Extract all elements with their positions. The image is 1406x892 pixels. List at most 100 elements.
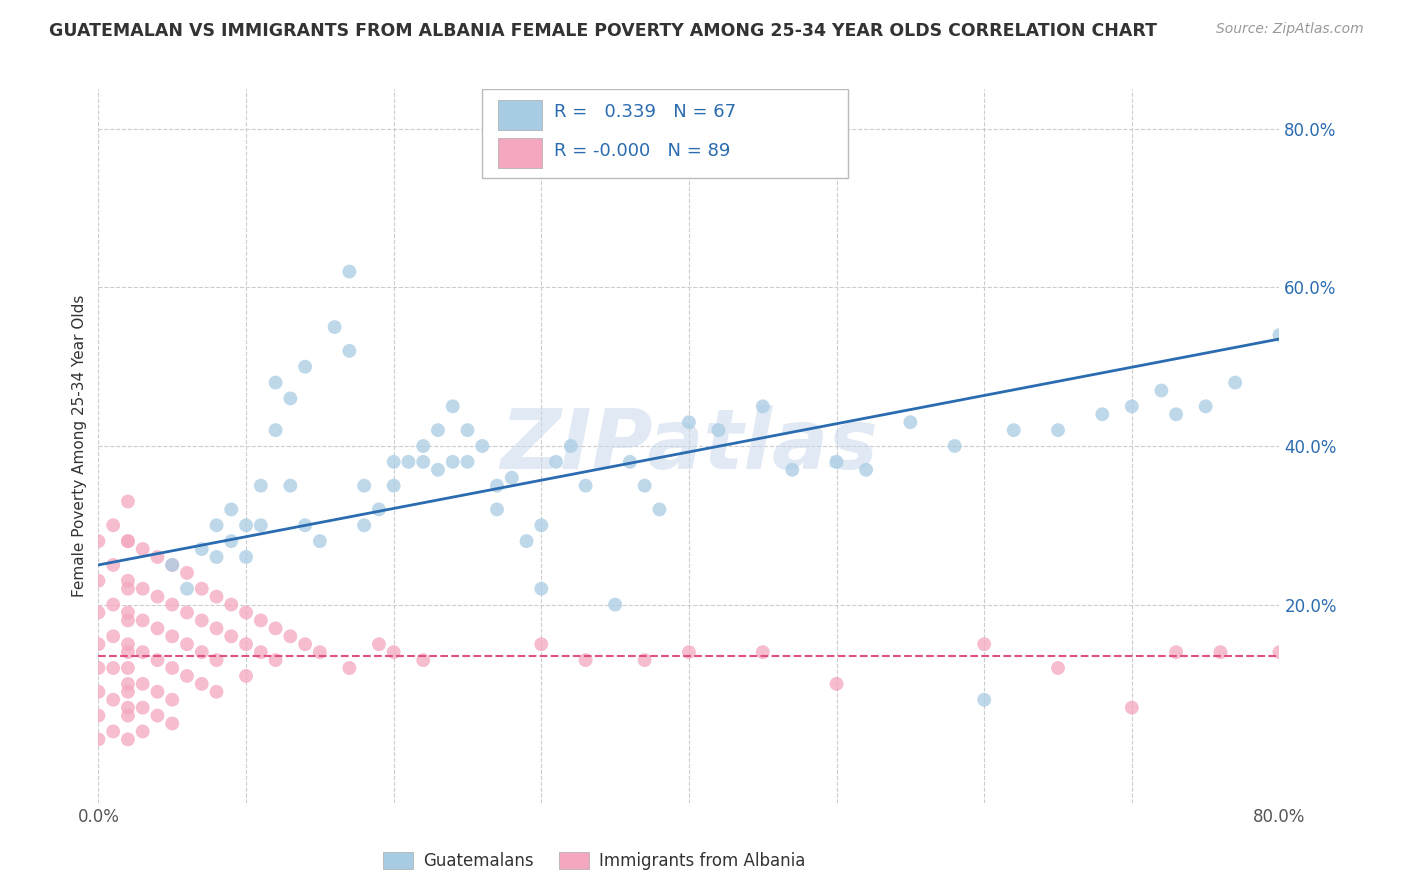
Point <box>205 685 228 699</box>
Point <box>1150 384 1173 398</box>
Point <box>396 455 419 469</box>
Point <box>412 653 434 667</box>
Point <box>146 621 169 635</box>
Point <box>87 708 110 723</box>
Point <box>176 637 198 651</box>
Point <box>117 534 139 549</box>
Point <box>87 606 110 620</box>
Point <box>441 400 464 414</box>
Point <box>162 661 183 675</box>
Point <box>191 614 214 628</box>
Point <box>146 653 169 667</box>
Point <box>162 558 183 572</box>
Point <box>264 376 287 390</box>
Point <box>176 566 198 580</box>
Point <box>309 534 332 549</box>
Point <box>176 582 198 596</box>
Point <box>162 558 183 572</box>
Point <box>146 549 169 564</box>
Point <box>117 574 139 588</box>
Point <box>368 502 391 516</box>
Point <box>191 542 214 557</box>
Point <box>1223 376 1246 390</box>
Point <box>146 685 169 699</box>
Point <box>486 502 509 516</box>
Point <box>117 494 139 508</box>
Point <box>162 598 183 612</box>
Point <box>103 518 125 533</box>
Point <box>191 645 214 659</box>
Point <box>87 685 110 699</box>
Point <box>132 542 155 557</box>
Point <box>205 518 228 533</box>
Point <box>707 423 730 437</box>
Point <box>235 606 257 620</box>
Point <box>456 423 478 437</box>
Point <box>191 582 214 596</box>
Point <box>309 645 332 659</box>
Point <box>1164 645 1187 659</box>
Point <box>337 661 360 675</box>
Point <box>678 645 700 659</box>
Point <box>132 614 155 628</box>
Point <box>1195 400 1218 414</box>
Point <box>1046 423 1069 437</box>
Point <box>486 478 509 492</box>
Point <box>132 700 155 714</box>
Point <box>530 582 553 596</box>
Point <box>678 415 700 429</box>
Point <box>1121 400 1143 414</box>
Point <box>825 455 848 469</box>
Point <box>176 669 198 683</box>
Point <box>855 463 877 477</box>
Text: ZIPatlas: ZIPatlas <box>501 406 877 486</box>
Point <box>633 478 655 492</box>
Point <box>782 463 804 477</box>
Point <box>278 392 302 406</box>
Point <box>1268 645 1291 659</box>
Point <box>162 716 183 731</box>
Point <box>117 645 139 659</box>
Point <box>235 669 257 683</box>
Point <box>1046 661 1069 675</box>
Point <box>427 463 450 477</box>
Point <box>382 455 405 469</box>
Point <box>530 637 553 651</box>
Text: R = -0.000   N = 89: R = -0.000 N = 89 <box>554 142 731 160</box>
Point <box>132 724 155 739</box>
Point <box>117 677 139 691</box>
Point <box>176 606 198 620</box>
Point <box>337 264 360 278</box>
Point <box>132 677 155 691</box>
Point <box>574 478 596 492</box>
Point <box>368 637 391 651</box>
Point <box>1091 407 1114 421</box>
Point <box>205 653 228 667</box>
Point <box>294 518 316 533</box>
Point <box>294 359 316 374</box>
Point <box>146 708 169 723</box>
Point <box>633 653 655 667</box>
Bar <box>498 100 543 129</box>
Point <box>427 423 450 437</box>
Point <box>973 692 995 706</box>
Text: R =   0.339   N = 67: R = 0.339 N = 67 <box>554 103 737 120</box>
Point <box>146 590 169 604</box>
Point <box>103 724 125 739</box>
Point <box>825 677 848 691</box>
Point <box>530 518 553 533</box>
Point <box>250 645 273 659</box>
Point <box>87 637 110 651</box>
Point <box>501 471 523 485</box>
Point <box>103 558 125 572</box>
Point <box>117 732 139 747</box>
Point <box>219 534 242 549</box>
Point <box>103 629 125 643</box>
Point <box>515 534 537 549</box>
Point <box>103 692 125 706</box>
Point <box>219 629 242 643</box>
Point <box>117 606 139 620</box>
Point <box>132 645 155 659</box>
Point <box>132 582 155 596</box>
Point <box>1002 423 1025 437</box>
